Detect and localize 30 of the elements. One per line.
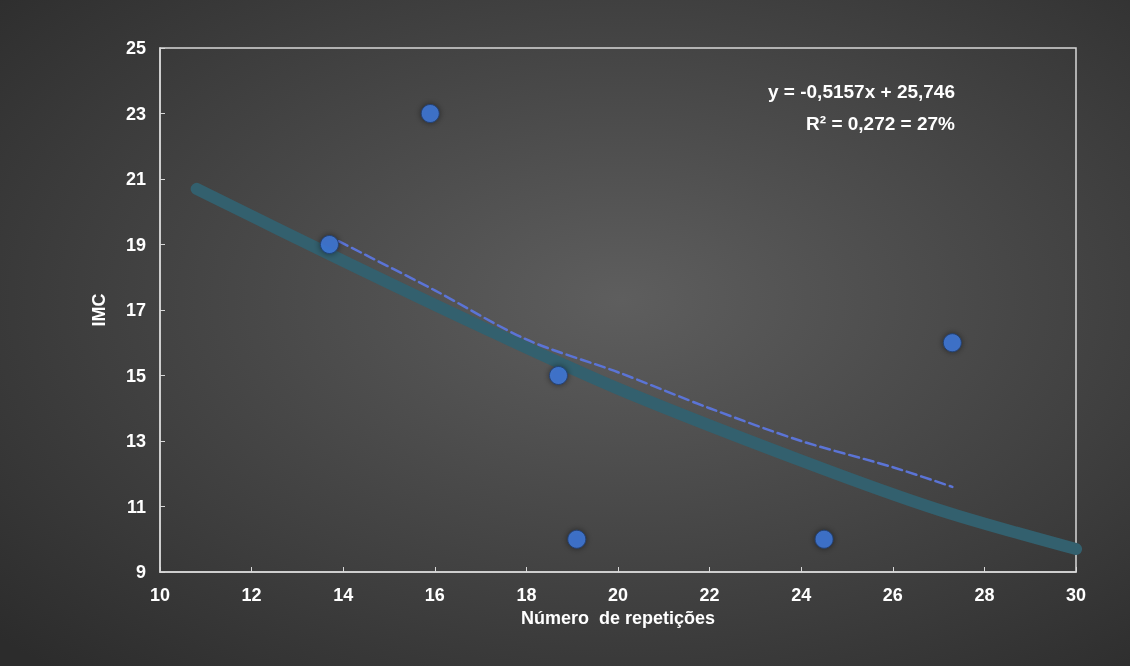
x-tick-label: 28: [974, 585, 995, 605]
point: [548, 366, 568, 385]
x-tick-label: 18: [516, 585, 537, 605]
y-tick-label: 13: [125, 431, 146, 451]
y-tick-label: 15: [125, 365, 146, 386]
x-tick-label: 14: [333, 585, 354, 605]
x-tick-label: 12: [241, 585, 262, 605]
y-tick-label: 9: [135, 562, 146, 582]
x-tick-label: 24: [791, 585, 812, 605]
y-tick-label: 21: [125, 169, 146, 189]
point: [814, 529, 834, 549]
point: [420, 104, 440, 123]
annotation: y = -0,5157x + 25,746: [768, 81, 955, 102]
y-tick-label: 25: [125, 38, 146, 58]
x-tick-label: 26: [882, 585, 903, 605]
x-tick-label: 22: [699, 585, 720, 605]
point: [319, 235, 339, 254]
x-tick-label: 10: [149, 585, 171, 605]
annotation: R² = 0,272 = 27%: [806, 113, 956, 134]
y-tick-label: 23: [125, 103, 146, 124]
y-tick-label: 19: [125, 234, 146, 255]
x-axis-title: Número de repetições: [520, 607, 716, 628]
x-tick-label: 20: [607, 585, 629, 605]
point: [942, 333, 962, 353]
x-tick-label: 16: [424, 585, 445, 605]
point: [567, 529, 587, 549]
x-tick-label: 30: [1065, 585, 1087, 605]
y-tick-label: 11: [126, 496, 146, 517]
y-axis-title: IMC: [89, 293, 109, 327]
y-tick-label: 17: [125, 300, 146, 320]
